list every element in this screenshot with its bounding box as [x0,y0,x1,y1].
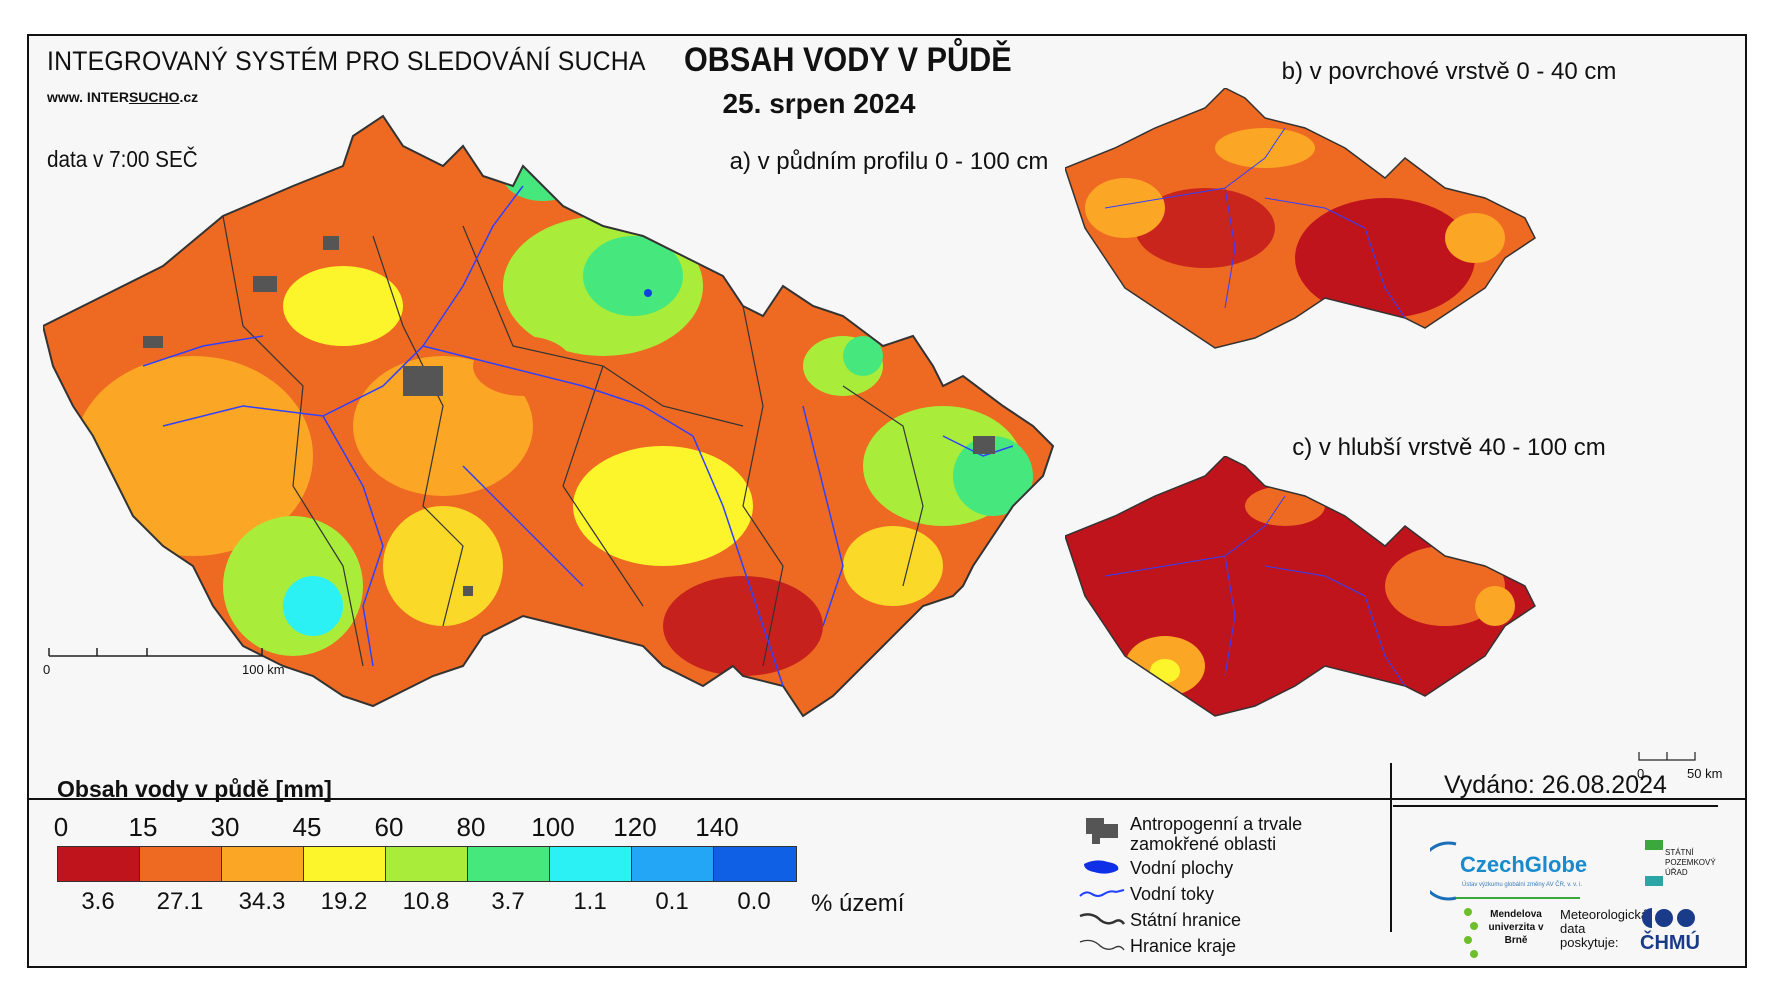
main-title: OBSAH VODY V PŮDĚ [684,41,1012,79]
data-time-label: data v 7:00 SEČ [47,146,198,172]
legend-percent-value: 0.1 [655,888,689,915]
scale-small-end: 50 km [1687,766,1723,781]
map-date: 25. srpen 2024 [722,88,916,119]
spu-logo-mark [1645,840,1663,886]
chmu-logo-mark [1642,908,1695,928]
scale-bar-small [1638,752,1696,761]
legend-divider [29,798,1745,800]
legend-swatch [632,847,714,881]
soil-water-map-b [1065,88,1536,349]
legend-tick-label: 80 [456,812,486,842]
legend-swatch [386,847,468,881]
map-a-title: a) v půdním profilu 0 - 100 cm [729,148,1049,175]
legend-percent-value: 10.8 [402,888,450,915]
water-body-icon [1084,860,1119,874]
legend-tick-label: 0 [53,812,69,842]
mendelu-logo-dots [1464,908,1478,958]
legend-tick-label: 45 [292,812,322,842]
legend-swatch [222,847,304,881]
map-c-title: c) v hlubší vrstvě 40 - 100 cm [1292,434,1606,461]
legend-color-bar [57,846,797,882]
soil-water-map-c [1065,456,1536,717]
state-border-icon [1079,913,1126,925]
key-anthropogenic: Antropogenní a trvale zamokřené oblasti [1130,814,1303,854]
soil-water-map-a [43,114,1055,718]
legend-percent-value: 27.1 [156,888,204,915]
legend-percent-value: 34.3 [238,888,286,915]
legend-swatch [304,847,386,881]
map-b-title: b) v povrchové vrstvě 0 - 40 cm [1281,58,1617,85]
legend-percent-value: 0.0 [737,888,771,915]
legend-percent-value: 3.7 [491,888,525,915]
legend-percent-value: 3.6 [81,888,115,915]
chmu-logo-text[interactable]: ČHMÚ [1640,932,1700,954]
mendelu-logo-text: Mendelova univerzita v Brně [1488,909,1544,946]
system-title: INTEGROVANÝ SYSTÉM PRO SLEDOVÁNÍ SUCHA [47,46,646,76]
map-frame: INTEGROVANÝ SYSTÉM PRO SLEDOVÁNÍ SUCHA w… [27,34,1747,968]
legend-title: Obsah vody v půdě [mm] [57,776,332,802]
key-state-border: Státní hranice [1130,910,1242,930]
scale-small-start: 0 [1637,766,1645,781]
czechglobe-name: CzechGlobe [1460,852,1588,877]
region-border-icon [1079,939,1125,951]
legend-tick-label: 30 [210,812,240,842]
website-link[interactable]: www. INTERSUCHO.cz [47,89,199,105]
issued-date: Vydáno: 26.08.2024 [1393,765,1718,807]
key-streams: Vodní toky [1130,884,1215,904]
legend-tick-label: 15 [128,812,158,842]
czechglobe-subtitle: Ústav výzkumu globální změny AV ČR, v. v… [1462,882,1583,888]
key-water-bodies: Vodní plochy [1130,858,1234,878]
legend-tick-label: 140 [695,812,739,842]
legend-percent-value: 19.2 [320,888,368,915]
scale-main-end: 100 km [242,662,285,677]
czechglobe-logo[interactable] [1430,840,1610,902]
issued-separator [1390,763,1392,932]
legend-swatch [140,847,222,881]
legend-tick-label: 60 [374,812,404,842]
legend-tick-label: 120 [613,812,657,842]
stream-icon [1079,889,1125,897]
legend-percent-unit: % území [811,890,905,917]
legend-percent-value: 1.1 [573,888,607,915]
scale-bar-main [48,648,263,657]
spu-logo-text: STÁTNÍ POZEMKOVÝ ÚŘAD [1665,848,1716,877]
legend-tick-label: 100 [531,812,575,842]
meteo-data-provider: Meteorologická data poskytuje: [1560,907,1649,950]
scale-main-start: 0 [43,662,51,677]
anthropogenic-area-icon [1086,818,1118,844]
key-region-border: Hranice kraje [1130,936,1237,956]
legend-swatch [550,847,632,881]
legend-swatch [468,847,550,881]
legend-swatch [58,847,140,881]
legend-swatch [714,847,796,881]
